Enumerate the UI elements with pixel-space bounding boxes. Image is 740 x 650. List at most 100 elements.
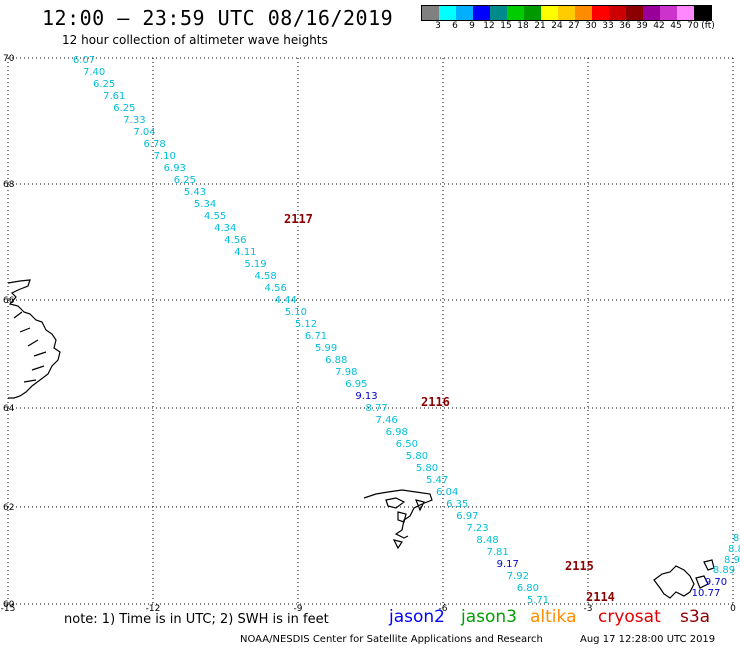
color-swatch [558, 6, 575, 20]
lat-tick-label: 66 [3, 296, 15, 306]
wave-height-label: 6.25 [174, 175, 196, 186]
wave-height-label: 7.04 [133, 127, 155, 138]
satellite-name-altika: altika [530, 607, 577, 627]
color-legend-label: 30 [585, 21, 597, 31]
satellite-name-cryosat: cryosat [598, 607, 661, 627]
lat-tick-label: 70 [3, 54, 15, 64]
color-legend-label: 70 [687, 21, 699, 31]
wave-height-label: 8.89 [713, 565, 735, 576]
color-swatch [626, 6, 643, 20]
wave-height-label: 6.50 [396, 439, 418, 450]
wave-height-label: 5.34 [194, 199, 216, 210]
iceland-fjords [13, 311, 47, 383]
wave-height-label: 7.98 [335, 367, 357, 378]
color-legend-label: (ft) [701, 21, 715, 31]
pass-number-label: 2117 [284, 212, 313, 226]
pass-number-label: 2116 [421, 395, 450, 409]
shetland-coastline [653, 559, 715, 599]
wave-height-label: 8.8 [728, 544, 740, 555]
wave-height-label: 7.61 [103, 91, 125, 102]
wave-height-label: 5.10 [285, 307, 307, 318]
satellite-name-s3a: s3a [680, 607, 711, 627]
color-legend-label: 39 [636, 21, 648, 31]
wave-height-label: 6.25 [113, 103, 135, 114]
wave-height-label: 7.46 [376, 415, 398, 426]
color-legend-label: 15 [500, 21, 512, 31]
color-swatch [524, 6, 541, 20]
lat-tick-label: 64 [3, 404, 15, 414]
wave-height-label: 8.9 [724, 555, 740, 566]
wave-height-label: 6.07 [73, 55, 95, 66]
wave-height-label: 7.81 [487, 547, 509, 558]
color-swatch [473, 6, 490, 20]
lon-tick-label: -15 [1, 604, 16, 614]
wave-height-label: 4.56 [224, 235, 246, 246]
wave-height-label: 6.88 [325, 355, 347, 366]
wave-height-label: 7.92 [507, 571, 529, 582]
color-swatch [507, 6, 524, 20]
pass-labels: 2117 2116 2115 2114 [284, 212, 615, 604]
wave-height-label: 5.12 [295, 319, 317, 330]
wave-height-label: 6.78 [143, 139, 165, 150]
lat-tick-label: 62 [3, 503, 14, 513]
lon-tick-label: -12 [146, 604, 161, 614]
wave-height-label: 8 [733, 533, 739, 544]
wave-height-label: 7.33 [123, 115, 145, 126]
wave-height-label: 5.80 [406, 451, 428, 462]
color-swatch [422, 6, 439, 20]
wave-height-label: 7.23 [466, 523, 488, 534]
footer-credit: NOAA/NESDIS Center for Satellite Applica… [240, 634, 543, 645]
footnote: note: 1) Time is in UTC; 2) SWH is in fe… [64, 612, 329, 627]
color-legend-label: 18 [517, 21, 529, 31]
wave-height-label: 4.55 [204, 211, 226, 222]
wave-height-label: 6.25 [93, 79, 115, 90]
faroe-islands-coastline [363, 489, 433, 550]
wave-height-label: 6.97 [456, 511, 478, 522]
color-swatch [592, 6, 609, 20]
wave-height-label: 6.04 [436, 487, 458, 498]
wave-height-label: 9.13 [355, 391, 377, 402]
satellite-name-jason2: jason2 [389, 607, 445, 627]
color-swatch [694, 6, 711, 20]
wave-height-label: 4.58 [254, 271, 276, 282]
color-legend-label: 36 [619, 21, 631, 31]
wave-height-label: 8.77 [365, 403, 387, 414]
color-swatch [456, 6, 473, 20]
wave-height-label: 6.35 [446, 499, 468, 510]
wave-height-label: 8.48 [476, 535, 498, 546]
color-legend-label: 45 [670, 21, 682, 31]
color-swatch [490, 6, 507, 20]
color-legend-label: 42 [653, 21, 665, 31]
wave-height-label: 5.71 [527, 595, 549, 606]
iceland-coastline [7, 279, 61, 399]
wave-height-label: 9.70 [705, 577, 727, 588]
wave-height-label: 9.17 [497, 559, 519, 570]
color-swatch [439, 6, 456, 20]
color-legend-label: 9 [469, 21, 475, 31]
altimeter-track: 6.077.406.257.616.257.337.046.787.106.93… [73, 55, 549, 606]
color-swatch [677, 6, 694, 20]
wave-height-label: 5.80 [416, 463, 438, 474]
wave-height-label: 5.47 [426, 475, 448, 486]
wave-height-label: 4.44 [275, 295, 297, 306]
wave-height-label: 5.99 [315, 343, 337, 354]
color-legend-label: 33 [602, 21, 614, 31]
pass-number-label: 2114 [586, 590, 615, 604]
wave-height-label: 6.93 [164, 163, 186, 174]
wave-height-label: 7.40 [83, 67, 105, 78]
page-subtitle: 12 hour collection of altimeter wave hei… [62, 33, 328, 47]
lon-tick-label: -3 [584, 604, 593, 614]
lat-lon-grid [7, 57, 734, 605]
color-swatch [643, 6, 660, 20]
color-legend-label: 27 [568, 21, 580, 31]
wave-height-label: 6.71 [305, 331, 327, 342]
color-legend-bar [421, 5, 712, 21]
axis-labels: -15 -12 -9 -6 -3 0 70 68 66 64 62 60 [1, 54, 736, 614]
wave-height-label: 4.34 [214, 223, 236, 234]
color-legend-label: 24 [551, 21, 563, 31]
lon-tick-label: 0 [730, 604, 736, 614]
color-legend-label: 6 [452, 21, 458, 31]
pass-number-label: 2115 [565, 559, 594, 573]
